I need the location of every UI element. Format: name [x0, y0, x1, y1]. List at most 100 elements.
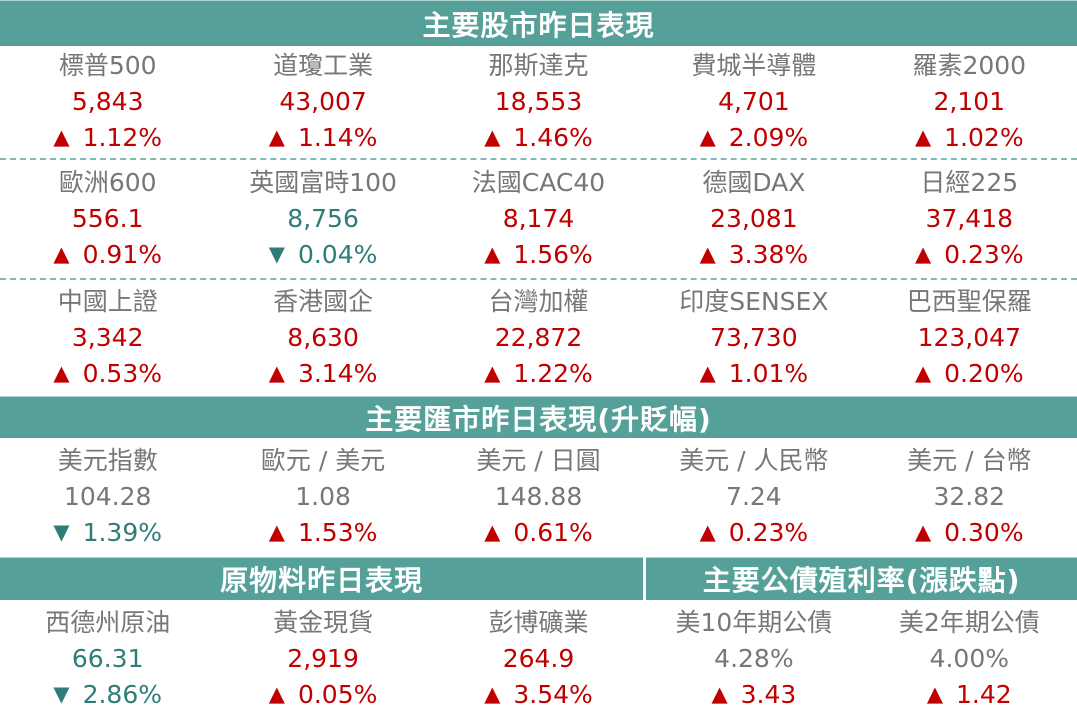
commodities-bonds-row: 西德州原油 66.31 ▼ 2.86% 黃金現貨 2,919 ▲ 0.05% 彭博礦業 264.9…	[0, 600, 1077, 718]
market-name: 印度SENSEX	[679, 286, 829, 316]
market-value: 5,843	[71, 86, 144, 116]
market-name: 費城半導體	[691, 50, 817, 80]
market-name: 西德州原油	[45, 607, 171, 637]
market-name: 羅素2000	[912, 50, 1027, 80]
change-value: 2.09%	[728, 122, 809, 152]
market-cell: 台灣加權 22,872 ▲ 1.22%	[431, 280, 646, 396]
market-value: 4,701	[718, 86, 790, 116]
change-value: 0.30%	[944, 518, 1024, 547]
market-cell: 彭博礦業 264.9 ▲ 3.54%	[431, 600, 646, 718]
market-name: 那斯達克	[488, 50, 589, 80]
market-value: 104.28	[63, 482, 152, 511]
change-value: 1.22%	[513, 358, 593, 388]
market-change: ▲ 0.20%	[915, 356, 1024, 393]
section-title-stocks: 主要股市昨日表現	[422, 8, 655, 42]
change-value: 3.54%	[513, 679, 593, 709]
market-name: 美元 / 日圓	[476, 446, 601, 475]
market-value: 73,730	[710, 322, 798, 352]
market-value: 18,553	[494, 86, 583, 116]
change-value: 0.23%	[944, 239, 1024, 269]
stocks-row-3: 中國上證 3,342 ▲ 0.53% 香港國企 8,630 ▲ 3.14% 台灣加權 22,872…	[0, 278, 1077, 396]
market-cell: 香港國企 8,630 ▲ 3.14%	[215, 280, 430, 396]
market-cell: 美元 / 日圓 148.88 ▲ 0.61%	[431, 438, 646, 557]
market-value: 8,174	[502, 203, 575, 233]
market-change: ▲ 3.43	[711, 677, 796, 714]
up-triangle-icon: ▲	[699, 241, 716, 266]
market-name: 法國CAC40	[471, 167, 606, 197]
change-value: 1.56%	[513, 239, 593, 269]
change-value: 0.91%	[82, 239, 162, 269]
stocks-row-1: 標普500 5,843 ▲ 1.12% 道瓊工業 43,007 ▲ 1.14% 那斯達克 18,5…	[0, 46, 1077, 158]
change-value: 3.14%	[297, 358, 378, 388]
market-change: ▼ 0.04%	[269, 237, 378, 274]
market-name: 台灣加權	[488, 286, 589, 316]
section-title-fx: 主要匯市昨日表現(升貶幅)	[365, 402, 712, 436]
up-triangle-icon: ▲	[915, 360, 932, 385]
change-value: 1.01%	[728, 358, 809, 388]
market-change: ▲ 1.42	[927, 677, 1012, 714]
up-triangle-icon: ▲	[484, 124, 501, 149]
market-value: 123,047	[917, 322, 1021, 352]
change-value: 0.61%	[513, 518, 593, 547]
market-value: 32.82	[933, 482, 1006, 511]
up-triangle-icon: ▲	[915, 241, 932, 266]
market-change: ▼ 1.39%	[53, 515, 162, 552]
change-value: 2.86%	[82, 679, 162, 709]
market-change: ▲ 3.38%	[700, 237, 809, 274]
stocks-row-2: 歐洲600 556.1 ▲ 0.91% 英國富時100 8,756 ▼ 0.04% 法國CAC4…	[0, 158, 1077, 278]
market-change: ▲ 1.14%	[269, 120, 378, 157]
up-triangle-icon: ▲	[484, 520, 501, 544]
market-value: 4.28%	[714, 643, 794, 673]
market-cell: 美元 / 台幣 32.82 ▲ 0.30%	[862, 438, 1077, 557]
market-value: 556.1	[71, 203, 144, 233]
up-triangle-icon: ▲	[53, 241, 70, 266]
market-change: ▲ 3.54%	[484, 677, 593, 714]
market-cell: 美10年期公債 4.28% ▲ 3.43	[646, 600, 861, 718]
market-name: 巴西聖保羅	[906, 286, 1032, 316]
change-value: 1.14%	[297, 122, 378, 152]
split-header-row: 原物料昨日表現 主要公債殖利率(漲跌點)	[0, 557, 1077, 600]
market-change: ▲ 2.09%	[700, 120, 809, 157]
market-cell: 那斯達克 18,553 ▲ 1.46%	[431, 46, 646, 158]
section-header-bonds: 主要公債殖利率(漲跌點)	[646, 557, 1077, 600]
up-triangle-icon: ▲	[53, 360, 70, 385]
market-change: ▲ 0.61%	[484, 515, 593, 552]
market-name: 黃金現貨	[273, 607, 374, 637]
change-value: 1.39%	[82, 518, 162, 547]
market-name: 歐元 / 美元	[260, 446, 386, 475]
market-cell: 美元 / 人民幣 7.24 ▲ 0.23%	[646, 438, 861, 557]
market-cell: 巴西聖保羅 123,047 ▲ 0.20%	[862, 280, 1077, 396]
market-name: 德國DAX	[702, 167, 806, 197]
market-change: ▲ 1.01%	[700, 356, 809, 393]
market-name: 美10年期公債	[675, 607, 833, 637]
up-triangle-icon: ▲	[915, 520, 932, 544]
section-header-stocks: 主要股市昨日表現	[0, 0, 1077, 46]
up-triangle-icon: ▲	[699, 520, 716, 544]
market-change: ▲ 1.22%	[484, 356, 593, 393]
up-triangle-icon: ▲	[699, 360, 716, 385]
market-value: 2,919	[287, 643, 359, 673]
up-triangle-icon: ▲	[711, 681, 728, 706]
market-name: 中國上證	[57, 286, 158, 316]
market-value: 148.88	[494, 482, 583, 511]
market-name: 美元指數	[57, 446, 158, 475]
market-cell: 日經225 37,418 ▲ 0.23%	[862, 160, 1077, 278]
market-value: 2,101	[933, 86, 1006, 116]
change-value: 3.38%	[728, 239, 809, 269]
change-value: 1.12%	[82, 122, 162, 152]
market-name: 香港國企	[273, 286, 374, 316]
market-value: 1.08	[295, 482, 351, 511]
market-change: ▲ 0.23%	[700, 515, 809, 552]
section-title-bonds: 主要公債殖利率(漲跌點)	[702, 564, 1021, 597]
market-cell: 美元指數 104.28 ▼ 1.39%	[0, 438, 215, 557]
market-value: 8,756	[287, 203, 359, 233]
market-value: 66.31	[71, 643, 144, 673]
change-value: 0.05%	[297, 679, 378, 709]
market-value: 23,081	[710, 203, 798, 233]
market-name: 美2年期公債	[898, 607, 1040, 637]
change-value: 1.02%	[944, 122, 1024, 152]
change-value: 0.20%	[944, 358, 1024, 388]
up-triangle-icon: ▲	[53, 124, 70, 149]
down-triangle-icon: ▼	[53, 681, 70, 706]
